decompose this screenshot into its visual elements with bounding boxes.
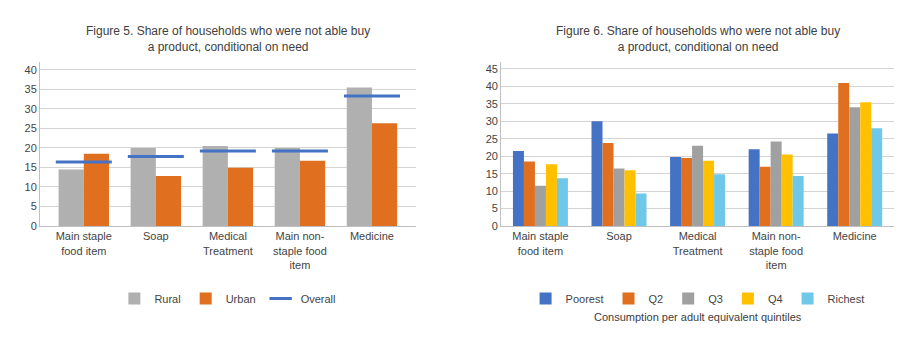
svg-text:40: 40 <box>486 80 498 92</box>
svg-text:Figure 6. Share of households: Figure 6. Share of households who were n… <box>556 24 840 54</box>
svg-text:Medicine: Medicine <box>833 230 877 242</box>
svg-text:MedicalTreatment: MedicalTreatment <box>673 230 723 256</box>
svg-text:Q2: Q2 <box>649 293 664 305</box>
svg-text:Main staplefood item: Main staplefood item <box>56 230 112 256</box>
svg-text:45: 45 <box>486 63 498 75</box>
svg-text:10: 10 <box>486 185 498 197</box>
svg-text:40: 40 <box>25 64 37 76</box>
svg-text:15: 15 <box>25 161 37 173</box>
svg-text:Poorest: Poorest <box>566 293 604 305</box>
svg-text:30: 30 <box>25 103 37 115</box>
svg-text:Main non-staple fooditem: Main non-staple fooditem <box>273 230 327 271</box>
svg-text:Q4: Q4 <box>768 293 783 305</box>
svg-text:30: 30 <box>486 115 498 127</box>
svg-text:Soap: Soap <box>606 230 632 242</box>
svg-text:MedicalTreatment: MedicalTreatment <box>203 230 253 256</box>
svg-text:Medicine: Medicine <box>350 230 394 242</box>
svg-text:Main non-staple fooditem: Main non-staple fooditem <box>749 230 803 271</box>
svg-text:10: 10 <box>25 181 37 193</box>
svg-text:Main staplefood item: Main staplefood item <box>512 230 568 256</box>
svg-text:20: 20 <box>25 142 37 154</box>
svg-text:Soap: Soap <box>143 230 169 242</box>
svg-text:Richest: Richest <box>828 293 865 305</box>
svg-text:Q3: Q3 <box>708 293 723 305</box>
svg-text:35: 35 <box>486 98 498 110</box>
svg-text:25: 25 <box>486 133 498 145</box>
svg-text:Urban: Urban <box>226 293 256 305</box>
svg-text:Figure 5. Share of households: Figure 5. Share of households who were n… <box>86 24 370 54</box>
svg-text:15: 15 <box>486 168 498 180</box>
svg-text:Rural: Rural <box>154 293 180 305</box>
svg-text:5: 5 <box>31 200 37 212</box>
svg-text:0: 0 <box>492 220 498 232</box>
svg-text:20: 20 <box>486 150 498 162</box>
svg-text:5: 5 <box>492 202 498 214</box>
svg-text:Consumption per adult equivale: Consumption per adult equivalent quintil… <box>594 311 802 323</box>
svg-text:Overall: Overall <box>301 293 336 305</box>
svg-text:35: 35 <box>25 83 37 95</box>
svg-text:0: 0 <box>31 220 37 232</box>
svg-text:25: 25 <box>25 122 37 134</box>
